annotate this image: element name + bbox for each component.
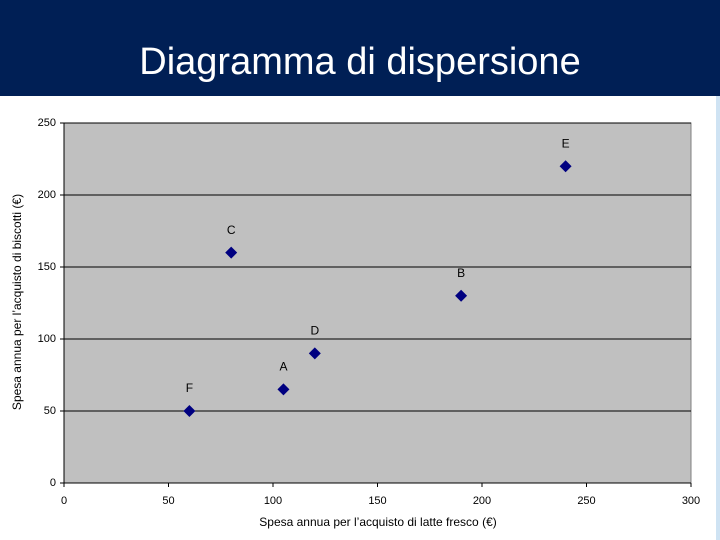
plot-area [63, 122, 692, 484]
x-tick-label: 0 [61, 495, 67, 507]
y-tick-label: 200 [38, 189, 56, 201]
x-tick-label: 250 [577, 495, 595, 507]
y-tick-label: 250 [38, 117, 56, 129]
point [277, 383, 290, 396]
point [183, 405, 196, 417]
y-tick-label: 50 [44, 405, 56, 417]
point [308, 347, 321, 360]
x-tick-label: 50 [162, 495, 174, 507]
point-label: A [279, 360, 287, 374]
side-strip [716, 96, 720, 540]
point-label: C [227, 223, 236, 237]
point-label: D [310, 324, 319, 338]
x-tick-label: 150 [368, 495, 386, 507]
point-label: B [457, 266, 465, 280]
y-tick-label: 150 [38, 261, 56, 273]
y-tick-label: 0 [50, 477, 56, 489]
point-label: F [186, 381, 193, 395]
x-axis-label: Spesa annua per l’acquisto di latte fres… [259, 515, 496, 529]
slide-title: Diagramma di dispersione [139, 41, 580, 83]
y-axis-label: Spesa annua per l’acquisto di biscotti (… [10, 194, 24, 410]
point [455, 289, 468, 302]
x-tick-label: 200 [473, 495, 491, 507]
header-band [0, 0, 720, 96]
x-tick-label: 300 [682, 495, 700, 507]
x-tick-label: 100 [264, 495, 282, 507]
point-label: E [562, 136, 570, 150]
point [559, 160, 572, 173]
point [225, 246, 238, 259]
y-tick-label: 100 [38, 333, 56, 345]
